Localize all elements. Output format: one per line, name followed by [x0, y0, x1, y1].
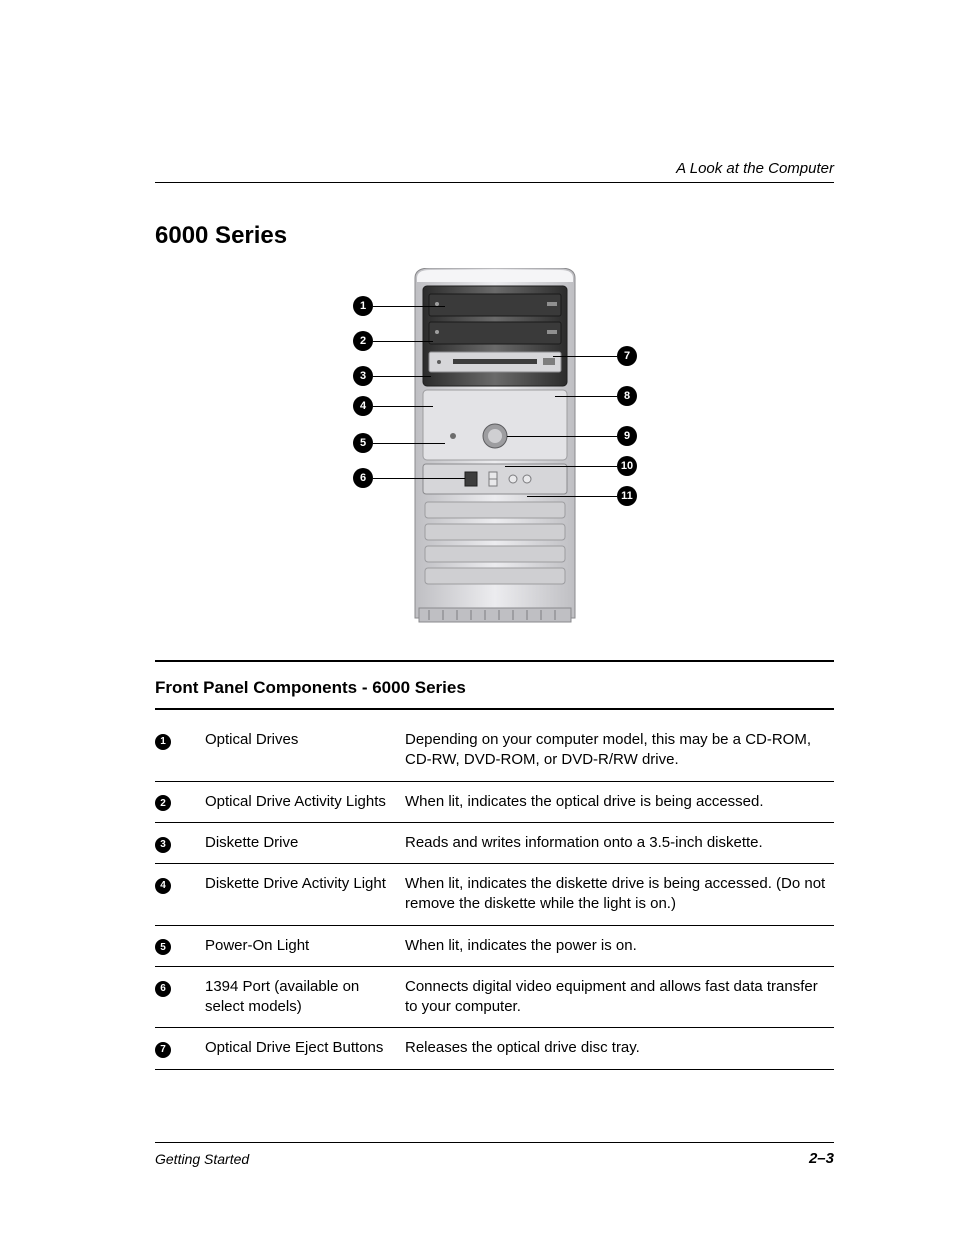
row-number: 6 [155, 977, 205, 1018]
leader-1 [373, 306, 445, 307]
callout-3: 3 [353, 366, 373, 386]
running-head: A Look at the Computer [676, 160, 834, 177]
leader-7 [553, 356, 617, 357]
component-description: When lit, indicates the diskette drive i… [405, 874, 834, 915]
table-row: 4 Diskette Drive Activity LightWhen lit, … [155, 864, 834, 925]
component-description: Releases the optical drive disc tray. [405, 1038, 834, 1058]
component-name: Optical Drive Activity Lights [205, 792, 405, 812]
number-badge: 7 [155, 1042, 171, 1058]
component-description: When lit, indicates the optical drive is… [405, 792, 834, 812]
row-rule [155, 1069, 834, 1070]
leader-10 [505, 466, 617, 467]
table-row: 3 Diskette DriveReads and writes informat… [155, 823, 834, 863]
row-number: 5 [155, 936, 205, 956]
component-name: 1394 Port (available on select models) [205, 977, 405, 1018]
row-number: 1 [155, 730, 205, 771]
leader-5 [373, 443, 445, 444]
page: A Look at the Computer 6000 Series [0, 0, 954, 1235]
component-name: Power-On Light [205, 936, 405, 956]
number-badge: 2 [155, 795, 171, 811]
row-number: 7 [155, 1038, 205, 1058]
component-description: Depending on your computer model, this m… [405, 730, 834, 771]
number-badge: 6 [155, 981, 171, 997]
computer-tower-illustration [395, 268, 595, 628]
leader-9 [507, 436, 617, 437]
leader-2 [373, 341, 433, 342]
leader-4 [373, 406, 433, 407]
callout-5: 5 [353, 433, 373, 453]
leader-11 [527, 496, 617, 497]
leader-8 [555, 396, 617, 397]
leader-3 [373, 376, 431, 377]
callout-6: 6 [353, 468, 373, 488]
callout-9: 9 [617, 426, 637, 446]
section-title: 6000 Series [155, 222, 287, 250]
row-number: 2 [155, 792, 205, 812]
components-table: Front Panel Components - 6000 Series 1 Op… [155, 660, 834, 1070]
callout-2: 2 [353, 331, 373, 351]
component-name: Optical Drive Eject Buttons [205, 1038, 405, 1058]
callout-10: 10 [617, 456, 637, 476]
number-badge: 3 [155, 837, 171, 853]
component-description: When lit, indicates the power is on. [405, 936, 834, 956]
number-badge: 5 [155, 939, 171, 955]
component-description: Reads and writes information onto a 3.5-… [405, 833, 834, 853]
table-title-rule [155, 708, 834, 710]
callout-11: 11 [617, 486, 637, 506]
table-row: 5 Power-On LightWhen lit, indicates the p… [155, 926, 834, 966]
leader-6 [373, 478, 465, 479]
footer-left: Getting Started [155, 1151, 249, 1167]
callout-8: 8 [617, 386, 637, 406]
footer-right: 2–3 [809, 1150, 834, 1167]
component-name: Optical Drives [205, 730, 405, 771]
row-number: 4 [155, 874, 205, 915]
component-description: Connects digital video equipment and all… [405, 977, 834, 1018]
row-number: 3 [155, 833, 205, 853]
table-row: 1 Optical DrivesDepending on your compute… [155, 720, 834, 781]
callout-4: 4 [353, 396, 373, 416]
tower-svg [395, 268, 595, 628]
component-name: Diskette Drive [205, 833, 405, 853]
number-badge: 4 [155, 878, 171, 894]
table-row: 6 1394 Port (available on select models)C… [155, 967, 834, 1028]
number-badge: 1 [155, 734, 171, 750]
table-top-rule [155, 660, 834, 662]
table-row: 2 Optical Drive Activity LightsWhen lit, … [155, 782, 834, 822]
footer-rule [155, 1142, 834, 1143]
callout-7: 7 [617, 346, 637, 366]
callout-1: 1 [353, 296, 373, 316]
header-rule [155, 182, 834, 183]
front-panel-diagram: 1 2 3 4 5 6 7 8 9 10 11 [155, 268, 834, 638]
table-row: 7 Optical Drive Eject ButtonsReleases the… [155, 1028, 834, 1068]
table-title: Front Panel Components - 6000 Series [155, 672, 834, 708]
component-name: Diskette Drive Activity Light [205, 874, 405, 915]
